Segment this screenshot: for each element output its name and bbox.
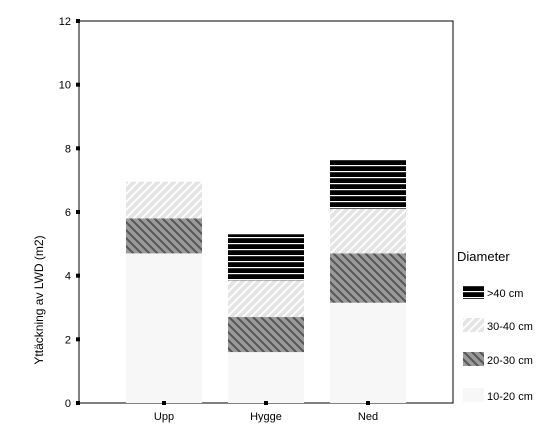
y-tick-label: 12: [59, 16, 71, 28]
y-tick-mark: [76, 19, 80, 23]
bar-ned-40-cm: [330, 159, 406, 209]
bar-hygge-40-cm: [228, 234, 304, 281]
bar-ned-10-20-cm: [330, 302, 406, 403]
legend-swatch-10-20-cm: [463, 388, 484, 402]
x-tick-label: Ned: [358, 411, 378, 423]
bar-ned-30-40-cm: [330, 208, 406, 254]
legend-label-40-cm: >40 cm: [487, 288, 523, 300]
y-tick-label: 2: [65, 334, 71, 346]
bar-hygge-10-20-cm: [228, 352, 304, 403]
bar-upp-10-20-cm: [126, 253, 202, 403]
x-tick-mark: [366, 401, 370, 405]
legend-label-10-20-cm: 10-20 cm: [487, 391, 533, 403]
y-tick-mark: [76, 337, 80, 342]
legend-label-30-40-cm: 30-40 cm: [487, 321, 533, 333]
legend-swatch-40-cm: [463, 285, 484, 299]
legend-swatch-20-30-cm: [463, 352, 484, 366]
x-tick-mark: [264, 401, 268, 405]
y-axis-title: Yttäckning av LWD (m2): [32, 235, 46, 364]
y-tick-mark: [76, 146, 80, 151]
y-tick-mark: [76, 401, 80, 405]
y-tick-label: 4: [65, 271, 71, 283]
legend-title: Diameter: [457, 249, 510, 264]
y-tick-label: 8: [65, 143, 71, 155]
x-tick-label: Hygge: [250, 411, 282, 423]
y-axis: 0 2 4 6 8 10 12: [59, 16, 80, 410]
legend-label-20-30-cm: 20-30 cm: [487, 355, 533, 367]
bar-hygge-20-30-cm: [228, 317, 304, 353]
y-tick-label: 10: [59, 80, 71, 92]
x-tick-mark: [162, 401, 166, 405]
bar-hygge-30-40-cm: [228, 280, 304, 318]
bar-upp-20-30-cm: [126, 218, 202, 254]
legend-swatch-30-40-cm: [463, 318, 484, 332]
y-tick-label: 0: [65, 398, 71, 410]
bar-upp-30-40-cm: [126, 181, 202, 219]
bar-ned-20-30-cm: [330, 253, 406, 303]
bars-layer: [126, 159, 406, 403]
y-tick-mark: [76, 82, 80, 87]
y-tick-mark: [76, 273, 80, 278]
x-axis: Upp Hygge Ned: [154, 401, 378, 423]
y-tick-label: 6: [65, 207, 71, 219]
x-tick-label: Upp: [154, 411, 174, 423]
y-tick-mark: [76, 210, 80, 214]
legend: Diameter >40 cm 30-40 cm 20-30 cm 10-20 cm: [457, 249, 533, 403]
